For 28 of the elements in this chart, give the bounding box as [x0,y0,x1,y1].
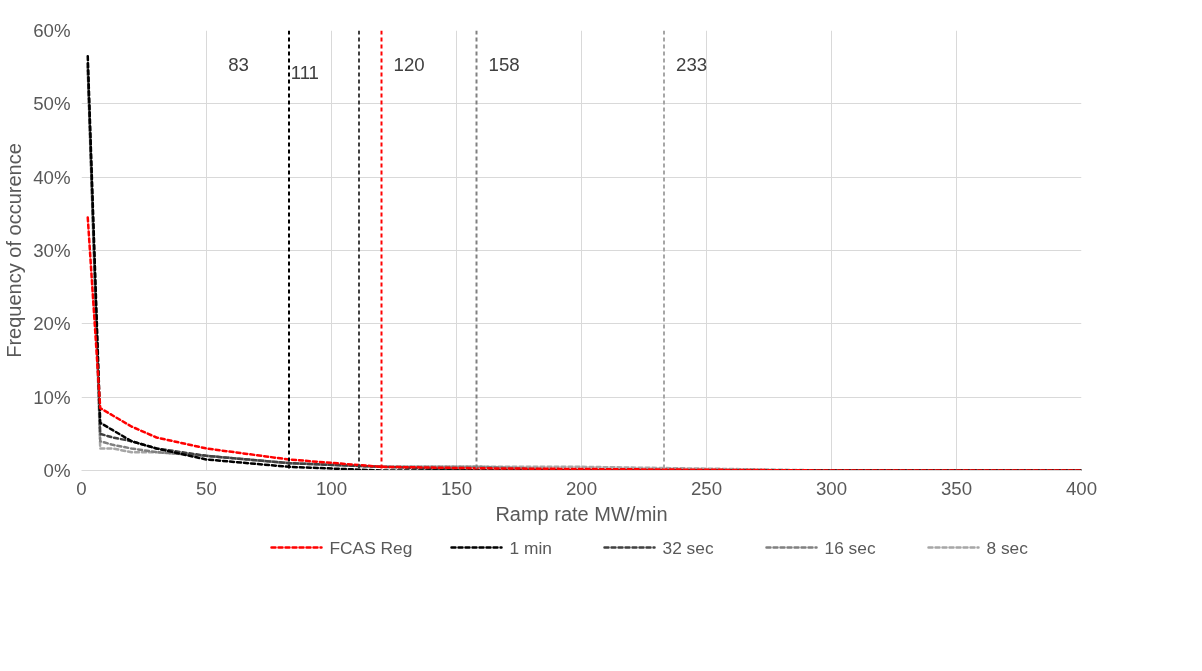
ref-line-label: 120 [393,53,425,75]
y-tick-label: 20% [33,313,71,335]
x-tick-label: 50 [196,477,217,499]
x-tick-label: 150 [440,477,473,499]
y-tick-label: 30% [33,240,71,261]
y-tick-label: 10% [33,386,71,408]
x-tick-label: 350 [940,477,973,499]
x-axis-title: Ramp rate MW/min [495,502,668,525]
y-tick-label: 50% [33,93,71,115]
legend-label: 32 sec [662,537,714,558]
ref-line-label: 111 [290,61,319,83]
y-axis-title: Frequency of occurence [3,143,26,358]
y-tick-label: 40% [33,166,71,188]
x-tick-label: 250 [690,477,723,499]
x-tick-label: 0 [76,477,87,499]
x-tick-label: 100 [315,477,348,499]
x-tick-label: 400 [1065,477,1098,499]
x-tick-label: 300 [815,477,848,499]
ref-line-label: 158 [488,53,520,75]
legend-label: 1 min [509,537,552,558]
y-tick-label: 0% [43,460,71,481]
ref-line-label: 83 [228,53,250,75]
legend-label: 8 sec [986,537,1029,558]
ref-line-label: 233 [676,53,708,75]
legend-label: 16 sec [824,537,876,558]
legend-label: FCAS Reg [329,537,413,558]
y-tick-label: 60% [33,20,71,41]
x-tick-label: 200 [565,477,598,499]
